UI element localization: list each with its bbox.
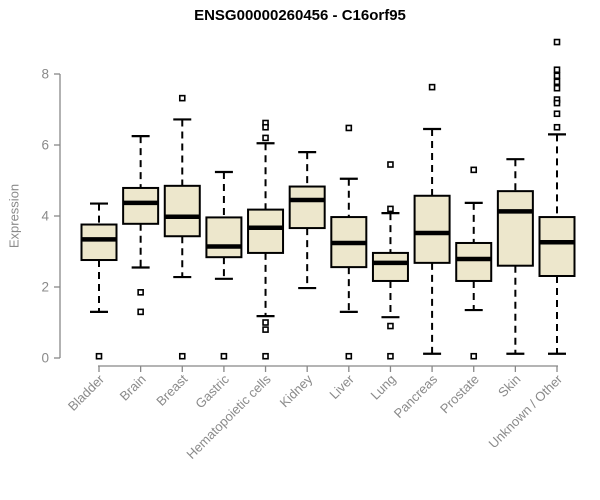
outlier-point [387,322,394,330]
outlier-point [387,161,394,168]
x-category-label: Gastric [192,371,232,411]
x-category-label: Brain [117,372,149,404]
y-tick-label: 4 [41,209,49,224]
outlier-point [387,352,394,360]
outlier-point [178,94,186,102]
y-tick-label: 2 [41,280,49,295]
x-category-label: Pancreas [391,371,441,421]
x-category-label: Lung [368,372,399,403]
iqr-box [247,208,285,254]
x-category-label: Skin [495,372,523,400]
x-category-label: Kidney [277,371,316,410]
outlier-point [553,110,561,118]
box-hematopoietic-cells [247,119,285,360]
outlier-point [428,83,436,91]
outlier-point [553,123,561,131]
box-bladder [80,202,118,360]
box-liver [330,124,368,360]
box-brain [122,135,160,316]
x-category-label: Breast [153,371,190,408]
iqr-box [371,251,409,282]
y-tick-label: 6 [41,138,49,153]
y-tick-label: 0 [41,351,49,366]
iqr-box [538,216,576,277]
outlier-point [262,326,269,333]
outlier-point [553,66,561,74]
outlier-point [220,352,228,360]
outlier-point [553,99,561,107]
box-breast [163,94,201,360]
outlier-point [345,352,353,360]
x-category-label: Bladder [65,371,108,414]
outlier-point [470,352,478,360]
outlier-point [553,78,561,86]
y-tick-label: 8 [41,67,49,82]
outlier-point [262,123,269,131]
outlier-point [262,319,269,326]
outlier-point [137,289,144,296]
box-kidney [288,151,326,290]
y-axis: 0 2 4 6 8 [41,67,61,366]
outlier-point [345,124,353,132]
iqr-box [288,185,326,230]
box-pancreas [413,83,451,355]
iqr-box [413,194,451,264]
outlier-point [137,308,144,316]
outlier-point [178,352,186,360]
outlier-point [262,352,269,360]
iqr-box [80,223,118,262]
x-category-label: Unknown / Other [486,371,566,451]
x-category-label: Prostate [437,372,482,417]
outlier-point [262,134,269,142]
iqr-box [496,190,534,267]
outlier-point [553,38,561,46]
iqr-box [455,241,493,282]
box-gastric [205,170,243,360]
outlier-point [470,166,478,174]
iqr-box [205,216,243,259]
outlier-point [553,72,561,80]
box-lung [371,161,409,360]
outlier-point [553,84,561,92]
outlier-point [387,205,394,213]
box-unknown-other [538,38,576,355]
iqr-box [122,186,160,225]
box-prostate [455,166,493,360]
chart-title: ENSG00000260456 - C16orf95 [194,7,406,24]
box-skin [496,158,534,355]
outlier-point [95,352,103,360]
iqr-box [163,184,201,238]
x-category-label: Liver [326,371,357,402]
